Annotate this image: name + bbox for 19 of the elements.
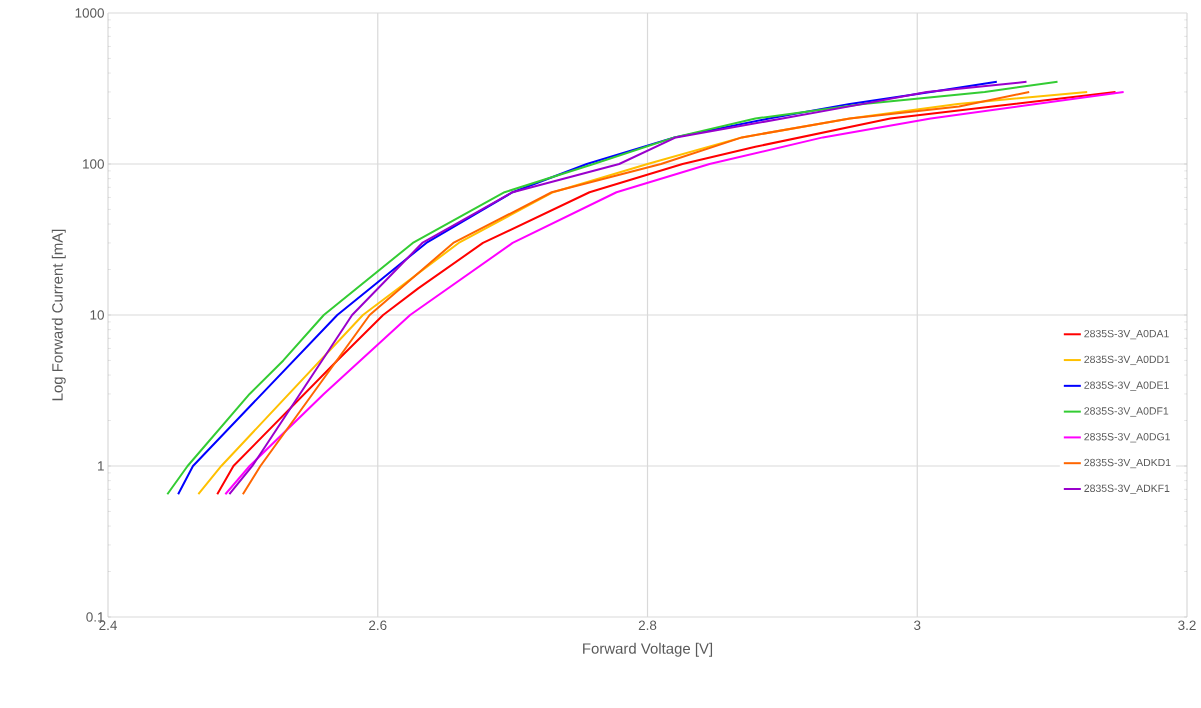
x-tick-label: 3.2 <box>1178 620 1196 631</box>
x-tick-label: 3 <box>914 620 921 631</box>
y-tick-label: 1000 <box>75 8 104 18</box>
x-tick-label: 2.8 <box>638 620 657 631</box>
legend-label: 2835S-3V_A0DE1 <box>1084 381 1169 391</box>
x-tick-label: 2.4 <box>99 620 117 630</box>
y-axis-title: Log Forward Current [mA] <box>51 229 66 401</box>
legend-label: 2835S-3V_A0DF1 <box>1084 407 1169 417</box>
legend-label: 2835S-3V_A0DD1 <box>1084 355 1170 366</box>
y-tick-label: 0.1 <box>86 612 104 622</box>
legend-label: 2835S-3V_ADKD1 <box>1084 458 1171 469</box>
legend-label: 2835S-3V_A0DG1 <box>1084 433 1170 443</box>
y-tick-label: 1 <box>98 461 104 471</box>
x-axis-title: Forward Voltage [V] <box>583 642 713 657</box>
x-tick-label: 2.6 <box>369 620 387 631</box>
y-tick-label: 10 <box>90 310 104 320</box>
legend-label: 2835S-3V_ADKF1 <box>1084 484 1170 494</box>
y-tick-label: 100 <box>83 159 104 169</box>
legend-label: 2835S-3V_A0DA1 <box>1084 329 1169 340</box>
